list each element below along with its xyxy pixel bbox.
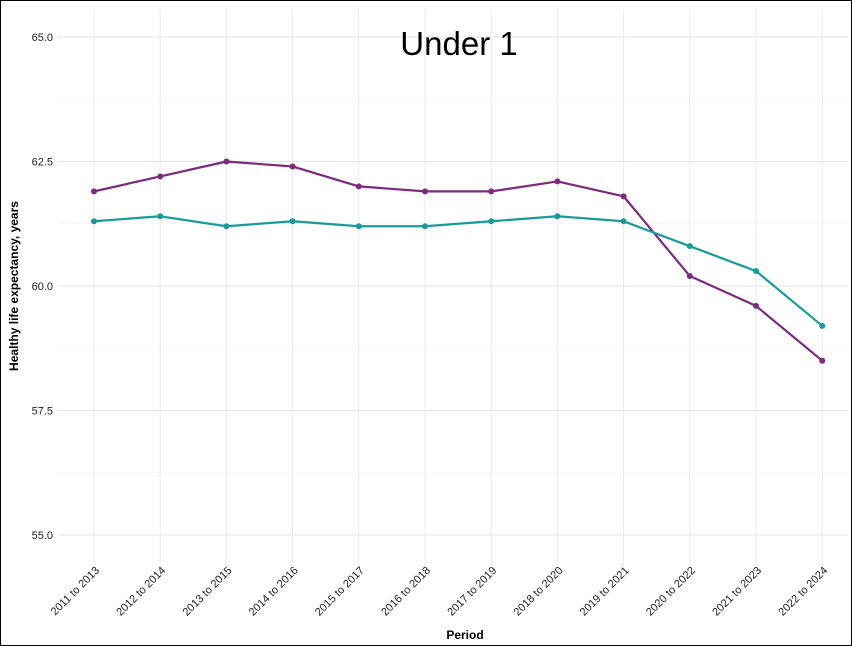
data-point <box>753 302 759 309</box>
x-tick-label: 2020 to 2022 <box>644 565 698 619</box>
data-point <box>620 193 627 200</box>
data-point <box>157 173 164 180</box>
x-tick-labels: 2011 to 2013 2012 to 2014 2013 to 2015 2014… <box>49 565 831 619</box>
grid-lines <box>58 9 848 566</box>
data-point <box>488 188 495 195</box>
data-point <box>819 322 826 329</box>
y-axis-title: Healthy life expectancy, years <box>7 201 21 371</box>
x-tick-label: 2019 to 2021 <box>578 565 632 619</box>
data-point <box>355 183 362 190</box>
data-point <box>289 163 296 170</box>
x-tick-label: 2014 to 2016 <box>247 565 301 619</box>
chart-title: Under 1 <box>400 25 517 62</box>
y-tick-label: 55.0 <box>32 530 53 542</box>
x-tick-label: 2012 to 2014 <box>114 565 168 619</box>
y-tick-label: 62.5 <box>32 157 53 169</box>
data-point <box>422 188 428 195</box>
data-point <box>819 357 826 364</box>
data-point <box>91 188 97 195</box>
x-tick-label: 2017 to 2019 <box>445 565 499 619</box>
data-point <box>488 218 495 225</box>
y-tick-label: 60.0 <box>32 281 53 293</box>
series-layer <box>91 158 826 364</box>
x-tick-label: 2016 to 2018 <box>379 565 433 619</box>
x-tick-label: 2011 to 2013 <box>49 565 102 618</box>
data-point <box>223 158 230 165</box>
data-point <box>686 273 693 280</box>
y-tick-labels: 55.0 57.5 60.0 62.5 65.0 <box>32 32 53 542</box>
x-tick-label: 2013 to 2015 <box>181 565 235 619</box>
data-point <box>355 223 362 230</box>
data-point <box>91 218 97 225</box>
y-tick-label: 65.0 <box>32 32 53 44</box>
data-point <box>157 213 164 220</box>
x-tick-label: 2021 to 2023 <box>710 565 764 619</box>
data-point <box>753 268 759 275</box>
series-line <box>93 215 823 327</box>
x-tick-label: 2015 to 2017 <box>313 565 367 619</box>
x-axis-title: Period <box>446 628 483 642</box>
data-point <box>289 218 296 225</box>
series-line <box>93 160 823 362</box>
data-point <box>620 218 627 225</box>
data-point <box>554 213 561 220</box>
data-point <box>223 223 230 230</box>
data-point <box>422 223 428 230</box>
data-point <box>554 178 561 185</box>
x-tick-label: 2022 to 2024 <box>776 565 830 619</box>
y-tick-label: 57.5 <box>32 406 53 418</box>
data-point <box>686 243 693 250</box>
x-tick-label: 2018 to 2020 <box>512 565 566 619</box>
